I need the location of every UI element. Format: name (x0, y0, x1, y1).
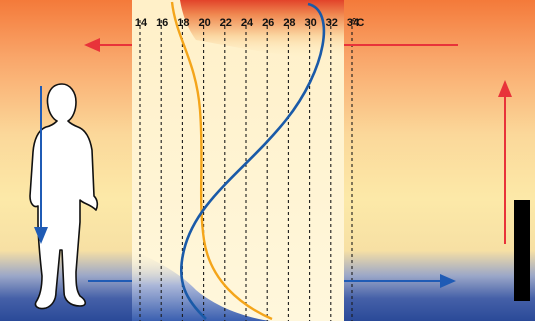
cool-air-falling-arrow (34, 86, 48, 244)
level-bar (514, 200, 530, 301)
temperature-tick-labels: 14 16 18 20 22 24 26 28 30 32 34 (135, 17, 360, 29)
temperature-scale-band: 14 16 18 20 22 24 26 28 30 32 34 °C (132, 0, 364, 321)
temperature-tick-26: 26 (262, 17, 274, 29)
temperature-tick-28: 28 (283, 17, 295, 29)
warm-air-arrow-top-left (84, 38, 132, 52)
temperature-tick-20: 20 (198, 17, 210, 29)
temperature-tick-18: 18 (177, 17, 189, 29)
blue-temperature-profile (179, 2, 326, 320)
temperature-tick-16: 16 (156, 17, 168, 29)
cool-air-arrow-bottom-right (344, 274, 456, 288)
temperature-tick-14: 14 (135, 17, 148, 29)
temperature-tick-30: 30 (304, 17, 316, 29)
standing-person-icon (29, 83, 99, 310)
warm-air-rising-arrow (498, 80, 512, 244)
cool-air-region (132, 250, 270, 321)
temperature-gridlines (139, 20, 353, 321)
warm-air-region (180, 0, 344, 60)
temperature-tick-24: 24 (241, 17, 254, 29)
temperature-tick-22: 22 (220, 17, 232, 29)
temperature-unit-label: °C (352, 17, 364, 29)
temperature-tick-32: 32 (326, 17, 338, 29)
temperature-tick-34: 34 (347, 17, 360, 29)
orange-temperature-profile (170, 1, 273, 321)
